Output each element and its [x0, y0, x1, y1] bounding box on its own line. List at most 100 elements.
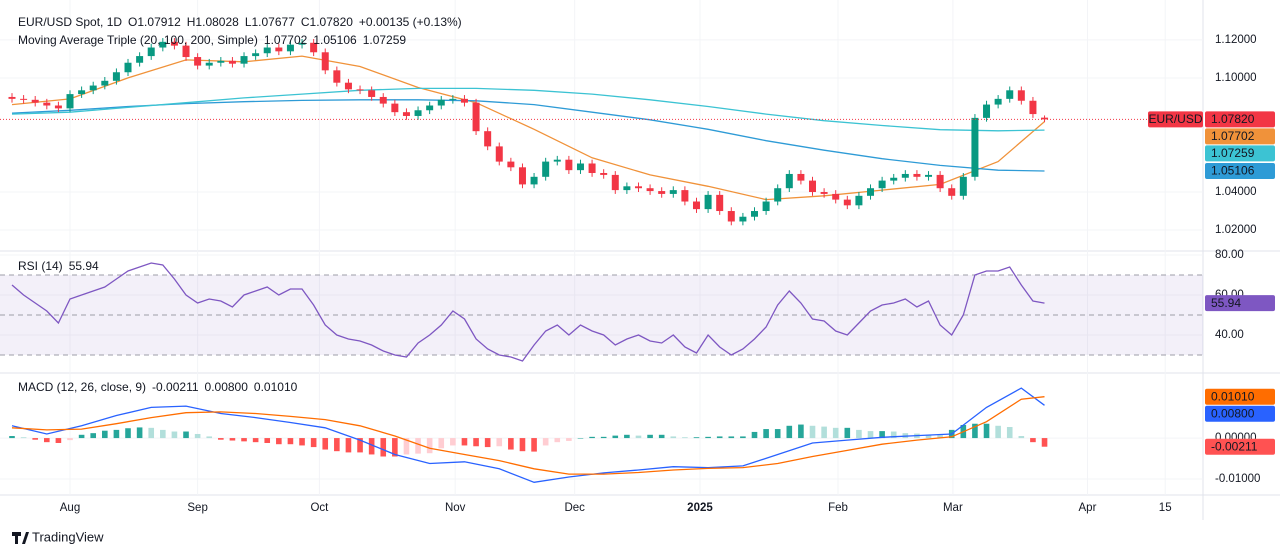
- candle-body: [820, 192, 828, 194]
- change-label: +0.00135 (+0.13%): [359, 15, 462, 29]
- candle-body: [890, 177, 898, 181]
- candle-body: [356, 89, 364, 91]
- candle-body: [542, 161, 550, 177]
- macd-histogram-bar: [229, 438, 236, 441]
- candle-body: [925, 174, 933, 177]
- macd-histogram-bar: [508, 438, 514, 450]
- indicator-value: 1.05106: [313, 33, 357, 47]
- candle-body: [379, 96, 387, 104]
- candle-body: [344, 82, 352, 90]
- macd-histogram-bar: [287, 438, 294, 445]
- y-tick-label: 1.10000: [1215, 72, 1257, 84]
- macd-histogram-bar: [171, 431, 178, 439]
- macd-histogram-bar: [937, 435, 943, 439]
- price-tag-label: 0.00800: [1211, 406, 1255, 420]
- candle-body: [252, 53, 260, 57]
- signal-line: [11, 396, 1045, 475]
- candle-body: [1029, 100, 1037, 115]
- macd-histogram-bar: [682, 437, 688, 439]
- macd-histogram-bar: [438, 438, 445, 449]
- macd-histogram-bar: [531, 438, 537, 452]
- candle-body: [101, 80, 109, 86]
- x-tick-label: Aug: [60, 502, 80, 514]
- candle-body: [426, 105, 434, 111]
- indicator-title: Moving Average Triple (20, 100, 200, Sim…: [18, 33, 258, 47]
- macd-histogram-bar: [44, 438, 50, 443]
- macd-histogram-bar: [1030, 438, 1036, 443]
- candle-body: [263, 47, 271, 54]
- macd-histogram-bar: [55, 438, 62, 443]
- candle-body: [518, 167, 526, 185]
- candle-body: [658, 191, 666, 194]
- candle-body: [321, 52, 329, 71]
- macd-histogram-bar: [496, 438, 503, 447]
- candle-body: [692, 201, 700, 210]
- macd-histogram-bar: [264, 438, 271, 443]
- macd-histogram-bar: [612, 435, 619, 439]
- y-tick-label: -0.01000: [1215, 473, 1260, 485]
- brand-logo: TradingView: [12, 529, 104, 544]
- candle-body: [31, 99, 39, 103]
- rsi-line: [11, 262, 1045, 362]
- macd-histogram-bar: [577, 438, 584, 439]
- y-tick-label: 1.12000: [1215, 34, 1257, 46]
- candle-body: [54, 105, 62, 109]
- price-tag: [1205, 405, 1275, 422]
- candle-body: [124, 62, 132, 73]
- candle-body: [368, 90, 376, 97]
- macd-histogram-bar: [183, 431, 189, 439]
- x-tick-label: Dec: [564, 502, 585, 514]
- candle-body: [194, 57, 202, 66]
- candle-body: [565, 159, 573, 171]
- macd-histogram-bar: [218, 438, 224, 440]
- macd-histogram-bar: [148, 427, 155, 439]
- price-tag: [1205, 145, 1275, 162]
- ohlc-label: C1.07820: [301, 15, 353, 29]
- price-tag: [1205, 295, 1275, 312]
- macd-histogram-bar: [647, 434, 653, 439]
- candle-body: [66, 94, 74, 109]
- macd-histogram-bar: [380, 438, 387, 457]
- macd-histogram-bar: [415, 438, 421, 454]
- candle-body: [936, 174, 944, 189]
- macd-histogram-bar: [542, 438, 549, 446]
- macd-histogram-bar: [9, 436, 15, 439]
- symbol-tag-label: EUR/USD: [1148, 112, 1202, 126]
- macd-histogram-bar: [426, 438, 433, 454]
- x-tick-label: Mar: [943, 502, 963, 514]
- indicator-value: -0.00211: [152, 380, 199, 394]
- candle-body: [78, 90, 86, 95]
- x-tick-label: Sep: [187, 502, 207, 514]
- macd-histogram-bar: [786, 425, 793, 439]
- indicator-value: 0.00800: [205, 380, 249, 394]
- macd-histogram-bar: [740, 436, 746, 439]
- macd-histogram-bar: [102, 430, 108, 439]
- macd-histogram-bar: [1041, 438, 1048, 447]
- macd-histogram-bar: [241, 438, 247, 442]
- price-tag: [1205, 438, 1275, 455]
- candle-body: [240, 56, 248, 64]
- macd-histogram-bar: [635, 435, 642, 439]
- candle-body: [437, 99, 445, 106]
- price-tag: [1205, 128, 1275, 145]
- candle-body: [170, 41, 178, 46]
- candle-body: [1041, 117, 1049, 120]
- macd-histogram-bar: [392, 438, 398, 457]
- x-tick-label: Feb: [828, 502, 848, 514]
- macd-histogram-bar: [995, 425, 1001, 439]
- macd-histogram-bar: [403, 438, 410, 455]
- candle-body: [472, 102, 480, 132]
- macd-histogram-bar: [821, 426, 827, 439]
- y-tick-label: 40.00: [1215, 329, 1244, 341]
- x-tick-label: Oct: [310, 502, 329, 514]
- price-tag: [1205, 388, 1275, 405]
- candle-body: [785, 173, 793, 189]
- macd-histogram-bar: [160, 429, 166, 439]
- candle-body: [43, 102, 51, 106]
- macd-histogram-bar: [798, 424, 804, 439]
- moving-average-line: [11, 87, 1045, 132]
- candle-body: [867, 188, 875, 196]
- candle-body: [495, 146, 503, 162]
- candle-body: [1017, 90, 1025, 101]
